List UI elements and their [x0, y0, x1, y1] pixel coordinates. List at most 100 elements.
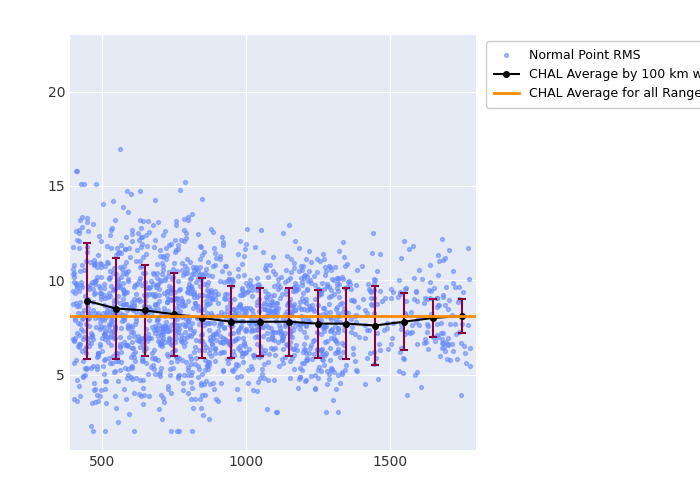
Normal Point RMS	[189, 396, 200, 404]
Normal Point RMS	[91, 263, 102, 271]
Normal Point RMS	[188, 290, 199, 298]
Normal Point RMS	[105, 359, 116, 367]
Normal Point RMS	[308, 336, 319, 344]
Normal Point RMS	[286, 333, 297, 341]
Normal Point RMS	[68, 270, 79, 278]
Normal Point RMS	[77, 213, 88, 221]
Normal Point RMS	[156, 391, 167, 399]
Normal Point RMS	[230, 306, 241, 314]
Normal Point RMS	[431, 331, 442, 339]
Normal Point RMS	[264, 306, 275, 314]
Normal Point RMS	[262, 312, 274, 320]
Normal Point RMS	[262, 376, 274, 384]
Normal Point RMS	[118, 301, 129, 309]
Normal Point RMS	[291, 346, 302, 354]
Normal Point RMS	[132, 296, 143, 304]
Normal Point RMS	[295, 325, 306, 333]
Normal Point RMS	[370, 276, 381, 284]
Normal Point RMS	[85, 338, 97, 346]
Normal Point RMS	[222, 277, 233, 285]
Normal Point RMS	[153, 290, 164, 298]
Normal Point RMS	[259, 288, 270, 296]
Normal Point RMS	[193, 306, 204, 314]
Normal Point RMS	[136, 262, 148, 270]
Normal Point RMS	[332, 339, 343, 347]
CHAL Average by 100 km with STD	[285, 318, 293, 324]
Normal Point RMS	[205, 299, 216, 307]
Normal Point RMS	[301, 356, 312, 364]
Normal Point RMS	[104, 334, 116, 342]
Normal Point RMS	[213, 326, 224, 334]
Normal Point RMS	[108, 286, 119, 294]
Normal Point RMS	[108, 332, 119, 340]
Normal Point RMS	[106, 224, 118, 232]
Normal Point RMS	[248, 350, 259, 358]
Normal Point RMS	[256, 352, 267, 360]
Normal Point RMS	[76, 180, 87, 188]
Normal Point RMS	[208, 379, 219, 387]
Normal Point RMS	[285, 343, 296, 351]
Normal Point RMS	[397, 354, 408, 362]
Normal Point RMS	[135, 224, 146, 232]
Normal Point RMS	[180, 178, 191, 186]
Normal Point RMS	[106, 314, 118, 322]
Normal Point RMS	[321, 280, 332, 288]
Normal Point RMS	[186, 318, 197, 326]
Normal Point RMS	[351, 282, 362, 290]
Normal Point RMS	[74, 392, 85, 400]
Normal Point RMS	[172, 244, 183, 252]
Normal Point RMS	[317, 350, 328, 358]
Normal Point RMS	[104, 288, 115, 296]
Normal Point RMS	[447, 311, 458, 319]
Normal Point RMS	[202, 292, 213, 300]
Normal Point RMS	[162, 326, 174, 334]
Normal Point RMS	[424, 294, 435, 302]
Normal Point RMS	[267, 346, 279, 354]
Normal Point RMS	[227, 312, 238, 320]
Normal Point RMS	[239, 310, 250, 318]
Normal Point RMS	[112, 278, 123, 285]
Normal Point RMS	[239, 342, 251, 350]
Normal Point RMS	[193, 302, 204, 310]
Normal Point RMS	[89, 310, 100, 318]
Normal Point RMS	[148, 306, 160, 314]
Normal Point RMS	[68, 243, 79, 251]
Normal Point RMS	[204, 346, 216, 354]
Normal Point RMS	[112, 418, 123, 426]
Normal Point RMS	[118, 288, 130, 296]
Normal Point RMS	[225, 330, 236, 338]
Normal Point RMS	[368, 229, 379, 237]
Normal Point RMS	[180, 328, 191, 336]
Normal Point RMS	[316, 346, 327, 354]
Normal Point RMS	[368, 294, 379, 302]
Normal Point RMS	[206, 294, 217, 302]
Normal Point RMS	[339, 326, 350, 334]
Normal Point RMS	[240, 328, 251, 336]
Normal Point RMS	[154, 372, 165, 380]
Normal Point RMS	[440, 302, 451, 310]
Normal Point RMS	[139, 391, 150, 399]
Normal Point RMS	[266, 298, 277, 306]
Normal Point RMS	[177, 320, 188, 328]
Normal Point RMS	[242, 282, 253, 290]
Normal Point RMS	[124, 333, 135, 341]
Normal Point RMS	[223, 338, 234, 346]
Normal Point RMS	[431, 294, 442, 302]
Normal Point RMS	[223, 269, 235, 277]
Normal Point RMS	[435, 329, 447, 337]
Normal Point RMS	[251, 302, 262, 310]
Normal Point RMS	[438, 328, 449, 336]
Normal Point RMS	[302, 272, 313, 280]
Normal Point RMS	[106, 317, 117, 325]
Normal Point RMS	[171, 354, 182, 362]
Normal Point RMS	[137, 400, 148, 408]
Normal Point RMS	[178, 272, 189, 280]
Normal Point RMS	[359, 334, 370, 342]
Normal Point RMS	[270, 306, 281, 314]
Legend: Normal Point RMS, CHAL Average by 100 km with STD, CHAL Average for all Ranges: Normal Point RMS, CHAL Average by 100 km…	[486, 42, 700, 108]
Normal Point RMS	[208, 330, 219, 338]
Normal Point RMS	[253, 333, 264, 341]
Normal Point RMS	[186, 427, 197, 435]
Normal Point RMS	[165, 284, 176, 292]
Normal Point RMS	[167, 286, 178, 294]
